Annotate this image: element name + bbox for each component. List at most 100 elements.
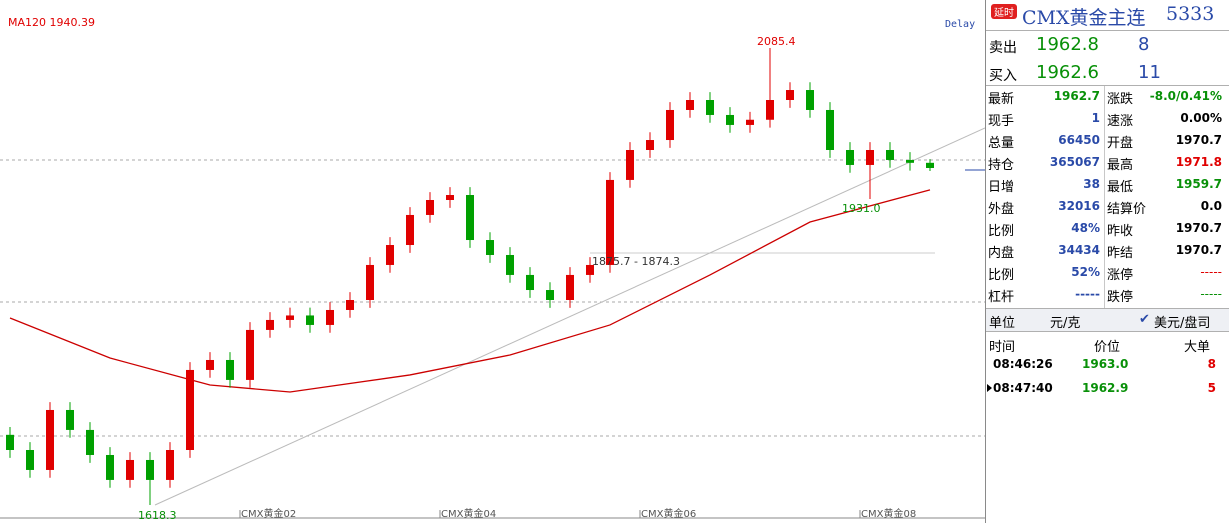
tick-volume: 8 — [1207, 357, 1216, 371]
candle-body — [586, 264, 594, 275]
candle-body — [306, 315, 314, 325]
candle-body — [126, 459, 134, 480]
candle-body — [446, 195, 454, 200]
delay-label: Delay — [945, 19, 975, 30]
candle-body — [266, 319, 274, 330]
candle-body — [646, 140, 654, 150]
candle-body — [886, 149, 894, 160]
stat-label: 昨收 — [1107, 224, 1134, 239]
stat-label: 涨跌 — [1107, 92, 1134, 107]
candle-body — [606, 179, 614, 265]
stat-value: 32016 — [1058, 199, 1100, 213]
stat-label: 现手 — [988, 114, 1015, 129]
book-price: 1962.8 — [1036, 34, 1099, 55]
candle-body — [506, 254, 514, 275]
stat-value: 34434 — [1058, 243, 1100, 257]
stat-value: ----- — [1200, 265, 1222, 279]
candle-body — [906, 159, 914, 163]
candle-body — [46, 409, 54, 470]
stat-label: 比例 — [988, 224, 1015, 239]
unit-label: 单位 — [989, 316, 1016, 331]
annotation: 1618.3 — [138, 509, 177, 522]
tick-volume: 5 — [1207, 381, 1216, 395]
candle-body — [526, 274, 534, 291]
candle-body — [26, 449, 34, 470]
tick-price: 1963.0 — [1082, 357, 1129, 371]
stat-label: 最高 — [1107, 158, 1134, 173]
candle-body — [746, 119, 754, 125]
candle-body — [86, 429, 94, 455]
candle-body — [626, 149, 634, 180]
book-volume: 11 — [1138, 62, 1161, 83]
stat-label: 速涨 — [1107, 114, 1134, 129]
stat-value: 66450 — [1058, 133, 1100, 147]
tick-time: 08:47:40 — [993, 381, 1053, 395]
unit: 元/克 — [1050, 316, 1081, 331]
x-tick-label: CMX黄金04 — [441, 507, 496, 520]
check-mark: ✔ — [1139, 312, 1150, 327]
stat-label: 比例 — [988, 268, 1015, 283]
tick-price: 1962.9 — [1082, 381, 1129, 395]
stat-value: 1962.7 — [1053, 89, 1100, 103]
book-label: 卖出 — [989, 40, 1017, 56]
candle-body — [106, 454, 114, 480]
candle-body — [846, 149, 854, 165]
candle-body — [566, 274, 574, 300]
stat-label: 跌停 — [1107, 290, 1134, 305]
ticks-header: 时间 — [989, 340, 1016, 355]
code: 5333 — [1166, 3, 1215, 25]
candle-body — [386, 245, 394, 265]
stat-label: 外盘 — [988, 202, 1015, 217]
candle-body — [806, 90, 814, 110]
candle-body — [706, 99, 714, 115]
stat-value: 1970.7 — [1175, 221, 1222, 235]
annotation: 2085.4 — [757, 35, 796, 48]
x-tick-label: CMX黄金06 — [641, 507, 696, 520]
book-price: 1962.6 — [1036, 62, 1099, 83]
stat-label: 日增 — [988, 180, 1015, 195]
stat-value: -8.0/0.41% — [1149, 89, 1222, 103]
stat-label: 最低 — [1107, 180, 1134, 195]
candle-body — [666, 109, 674, 141]
stat-label: 昨结 — [1107, 246, 1134, 261]
trend-line — [154, 127, 985, 506]
candle-body — [206, 359, 214, 370]
candle-body — [546, 290, 554, 300]
stat-label: 杠杆 — [988, 290, 1015, 305]
candle-body — [286, 315, 294, 320]
candle-body — [6, 434, 14, 450]
ticks-header: 大单 — [1184, 340, 1211, 355]
stat-value: 48% — [1071, 221, 1100, 235]
stat-label: 总量 — [988, 136, 1015, 151]
book-volume: 8 — [1138, 34, 1150, 55]
stat-value: 52% — [1071, 265, 1100, 279]
book-label: 买入 — [989, 68, 1017, 84]
stat-label: 持仓 — [988, 158, 1015, 173]
stat-label: 最新 — [988, 92, 1015, 107]
candle-body — [786, 90, 794, 100]
candle-body — [146, 459, 154, 480]
stat-label: 涨停 — [1107, 268, 1134, 283]
x-tick-label: CMX黄金02 — [241, 507, 296, 520]
candle-body — [866, 149, 874, 165]
stat-value: 38 — [1083, 177, 1100, 191]
title: CMX黄金主连 — [1022, 7, 1146, 29]
candle-body — [246, 329, 254, 380]
candle-body — [466, 195, 474, 241]
candle-body — [486, 240, 494, 255]
candle-body — [726, 114, 734, 125]
candle-body — [166, 449, 174, 480]
chart: MA120 1940.39 Delay CMX黄金02 CMX黄金04 CMX黄金0… — [0, 16, 985, 522]
candle-body — [366, 264, 374, 300]
candle-body — [766, 99, 774, 120]
stat-value: 365067 — [1049, 155, 1100, 169]
candle-body — [326, 309, 334, 325]
candle-body — [346, 299, 354, 310]
currency[interactable]: 美元/盘司 — [1154, 316, 1211, 331]
candle-body — [406, 214, 414, 246]
annotation: 1931.0 — [842, 202, 881, 215]
stat-value: 1959.7 — [1175, 177, 1222, 191]
stat-value: 0.00% — [1180, 111, 1222, 125]
candle-body — [226, 359, 234, 380]
